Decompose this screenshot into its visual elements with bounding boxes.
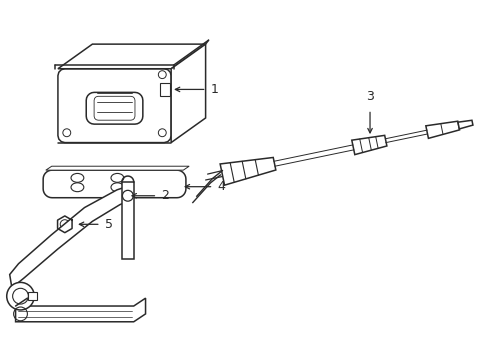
Polygon shape	[425, 121, 459, 138]
Text: 2: 2	[161, 189, 169, 202]
Polygon shape	[10, 185, 131, 286]
Polygon shape	[46, 166, 189, 170]
Polygon shape	[351, 135, 386, 155]
Polygon shape	[160, 82, 170, 96]
Text: 1: 1	[210, 83, 218, 96]
Polygon shape	[122, 182, 133, 259]
Polygon shape	[58, 69, 171, 143]
Circle shape	[7, 282, 34, 310]
Text: 4: 4	[217, 180, 225, 193]
Polygon shape	[457, 120, 472, 129]
Text: 3: 3	[366, 90, 373, 103]
Text: 5: 5	[104, 218, 112, 231]
Polygon shape	[171, 44, 205, 143]
Polygon shape	[58, 44, 205, 69]
Polygon shape	[28, 292, 37, 300]
Polygon shape	[43, 170, 185, 198]
Polygon shape	[16, 298, 145, 322]
Polygon shape	[220, 157, 275, 185]
